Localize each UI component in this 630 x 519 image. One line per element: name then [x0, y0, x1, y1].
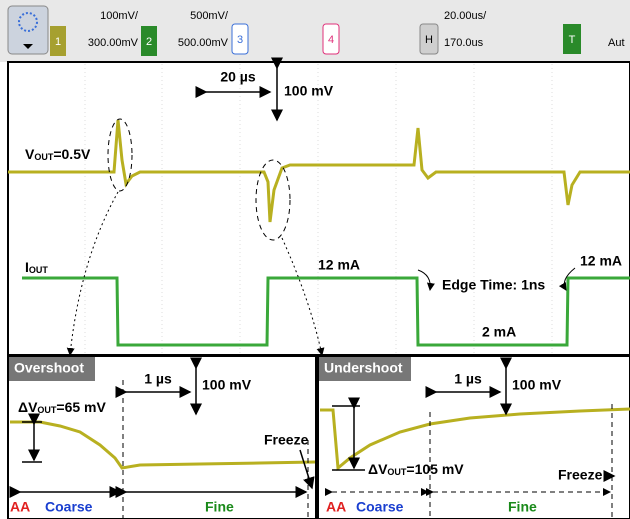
current-high-2: 12 mA	[580, 253, 622, 269]
ch2-label: 2	[146, 36, 152, 48]
horizontal-delay: 170.0us	[444, 37, 484, 49]
horizontal-label: H	[425, 34, 433, 46]
undershoot-title: Undershoot	[324, 360, 403, 376]
current-high-1: 12 mA	[318, 257, 360, 273]
undershoot-coarse: Coarse	[356, 499, 404, 515]
overshoot-delta-sub: OUT	[37, 405, 57, 415]
ch4-label: 4	[328, 34, 334, 46]
main-display	[8, 62, 630, 355]
edge-time: Edge Time: 1ns	[442, 277, 545, 293]
undershoot-volt-division: 100 mV	[512, 377, 562, 393]
scope-screen: 1 100mV/ 300.00mV 2 500mV/ 500.00mV 3 4 …	[0, 0, 630, 519]
undershoot-time-division: 1 µs	[454, 371, 482, 387]
undershoot-delta-main: ΔV	[368, 461, 388, 477]
ch1-scale: 100mV/	[100, 10, 139, 22]
ch2-offset: 500.00mV	[178, 37, 229, 49]
undershoot-delta: ΔVOUT=105 mV	[368, 461, 464, 478]
vout-rest: =0.5V	[53, 146, 91, 162]
undershoot-delta-rest: =105 mV	[406, 461, 464, 477]
overshoot-title: Overshoot	[14, 360, 84, 376]
vout-sub: OUT	[34, 152, 54, 162]
ch2-scale: 500mV/	[190, 10, 229, 22]
current-low: 2 mA	[482, 324, 516, 340]
overshoot-delta-main: ΔV	[18, 399, 38, 415]
trigger-mode: Aut	[608, 37, 625, 49]
overshoot-aa: AA	[10, 499, 30, 515]
undershoot-delta-sub: OUT	[387, 467, 407, 477]
overshoot-time-division: 1 µs	[144, 371, 172, 387]
overshoot-delta: ΔVOUT=65 mV	[18, 399, 106, 416]
iout-sub: OUT	[29, 265, 49, 275]
horizontal-scale: 20.00us/	[444, 10, 487, 22]
undershoot-freeze: Freeze	[558, 467, 603, 483]
overshoot-fine: Fine	[205, 499, 234, 515]
trigger-label: T	[569, 34, 576, 46]
toolbar	[0, 0, 630, 62]
undershoot-aa: AA	[326, 499, 346, 515]
overshoot-delta-rest: =65 mV	[56, 399, 106, 415]
overshoot-coarse: Coarse	[45, 499, 93, 515]
ch3-label: 3	[237, 34, 243, 46]
time-division: 20 µs	[220, 69, 256, 85]
overshoot-volt-division: 100 mV	[202, 377, 252, 393]
ch1-offset: 300.00mV	[88, 37, 139, 49]
undershoot-fine: Fine	[508, 499, 537, 515]
overshoot-freeze: Freeze	[264, 432, 309, 448]
ch1-label: 1	[55, 36, 61, 48]
volt-division: 100 mV	[284, 83, 334, 99]
